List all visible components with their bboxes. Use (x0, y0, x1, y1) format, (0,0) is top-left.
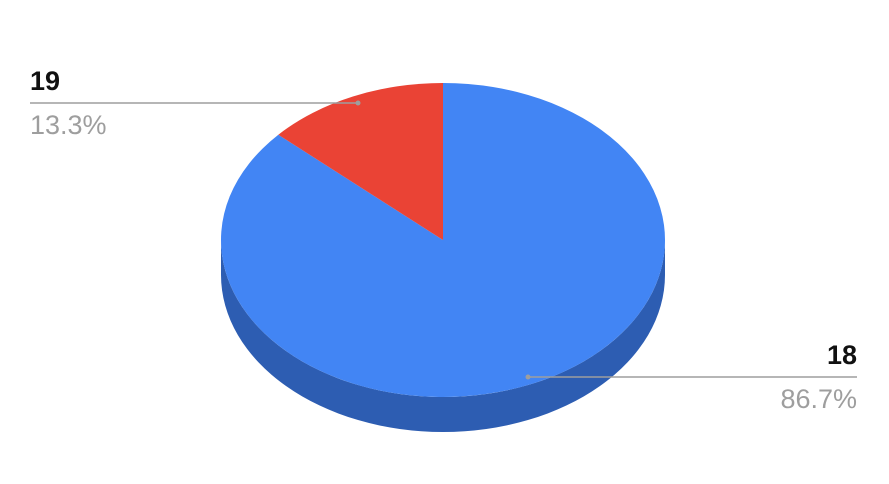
leader-dot-19 (355, 100, 361, 106)
pie-side-18 (221, 240, 665, 432)
slice-label-19: 19 (30, 66, 60, 96)
slice-label-18: 18 (827, 340, 857, 370)
slice-percent-18: 86.7% (780, 384, 857, 414)
leader-dot-18 (525, 374, 531, 380)
slice-percent-19: 13.3% (30, 110, 107, 140)
pie-slice-19[interactable] (278, 83, 443, 240)
pie-slice-18[interactable] (220, 83, 665, 397)
